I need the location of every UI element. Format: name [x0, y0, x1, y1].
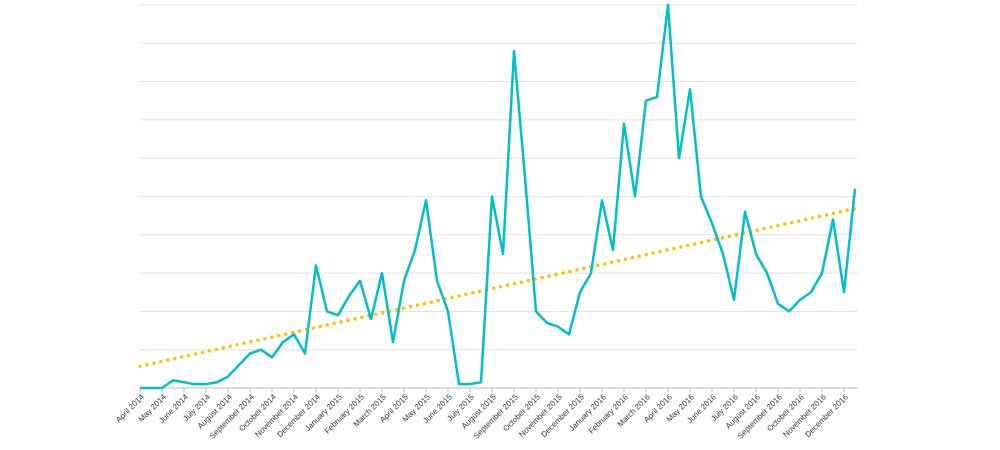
trend-line — [138, 206, 860, 368]
data-line — [140, 3, 857, 390]
